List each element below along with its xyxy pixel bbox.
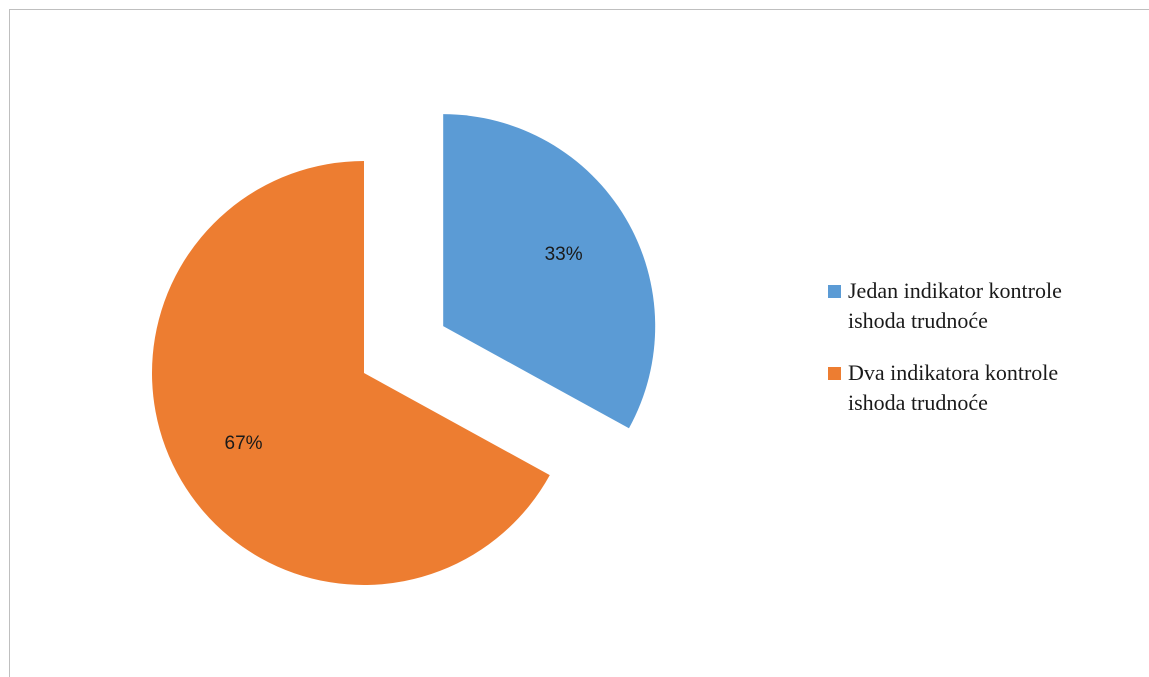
data-label-1: 33% [545,244,583,265]
legend-label-line2: ishoda trudnoće [848,308,988,333]
pie-slices [152,114,656,585]
legend-swatch-blue [828,285,841,298]
legend-label-line1: Dva indikatora kontrole [848,360,1059,385]
chart-border-left [9,9,10,677]
legend-label-line1: Jedan indikator kontrole [848,278,1062,303]
legend-item-dva: Dva indikatora kontrole ishoda trudnoće [826,358,1146,418]
legend-item-jedan: Jedan indikator kontrole ishoda trudnoće [826,276,1146,336]
pie-slice-2 [152,161,550,585]
legend: Jedan indikator kontrole ishoda trudnoće… [826,276,1146,440]
chart-border-top [9,9,1149,10]
legend-swatch-orange [828,367,841,380]
pie-data-labels: 33% 67% [225,244,583,454]
legend-label-line2: ishoda trudnoće [848,390,988,415]
pie-slice-1 [443,114,656,429]
data-label-2: 67% [225,433,263,454]
